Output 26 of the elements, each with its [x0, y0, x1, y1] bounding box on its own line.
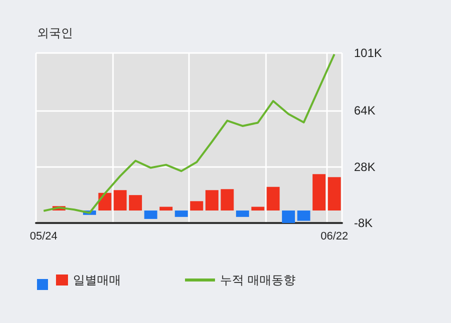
y-tick-label: 64K	[354, 104, 376, 118]
bar	[282, 210, 295, 223]
bar	[251, 206, 264, 211]
bar	[114, 190, 127, 211]
x-tick-label: 06/22	[320, 230, 348, 242]
legend-label: 누적 매매동향	[220, 273, 296, 287]
bar	[205, 190, 218, 211]
bar	[236, 210, 250, 217]
bar	[174, 210, 188, 217]
y-tick-label: 101K	[354, 46, 382, 60]
bar	[160, 206, 173, 211]
y-tick-label: -8K	[354, 216, 373, 230]
chart-title: 외국인	[37, 26, 73, 40]
bar	[328, 177, 341, 211]
bar	[297, 210, 310, 221]
bar	[266, 186, 280, 211]
bar	[128, 195, 142, 211]
x-tick-label: 05/24	[30, 230, 58, 242]
line-series	[42, 53, 336, 214]
bar	[98, 192, 112, 211]
bar	[144, 210, 158, 219]
bar	[312, 174, 326, 211]
y-tick-label: 28K	[354, 160, 376, 174]
bar	[220, 189, 234, 211]
legend-label: 일별매매	[73, 273, 121, 287]
bar	[190, 201, 204, 211]
